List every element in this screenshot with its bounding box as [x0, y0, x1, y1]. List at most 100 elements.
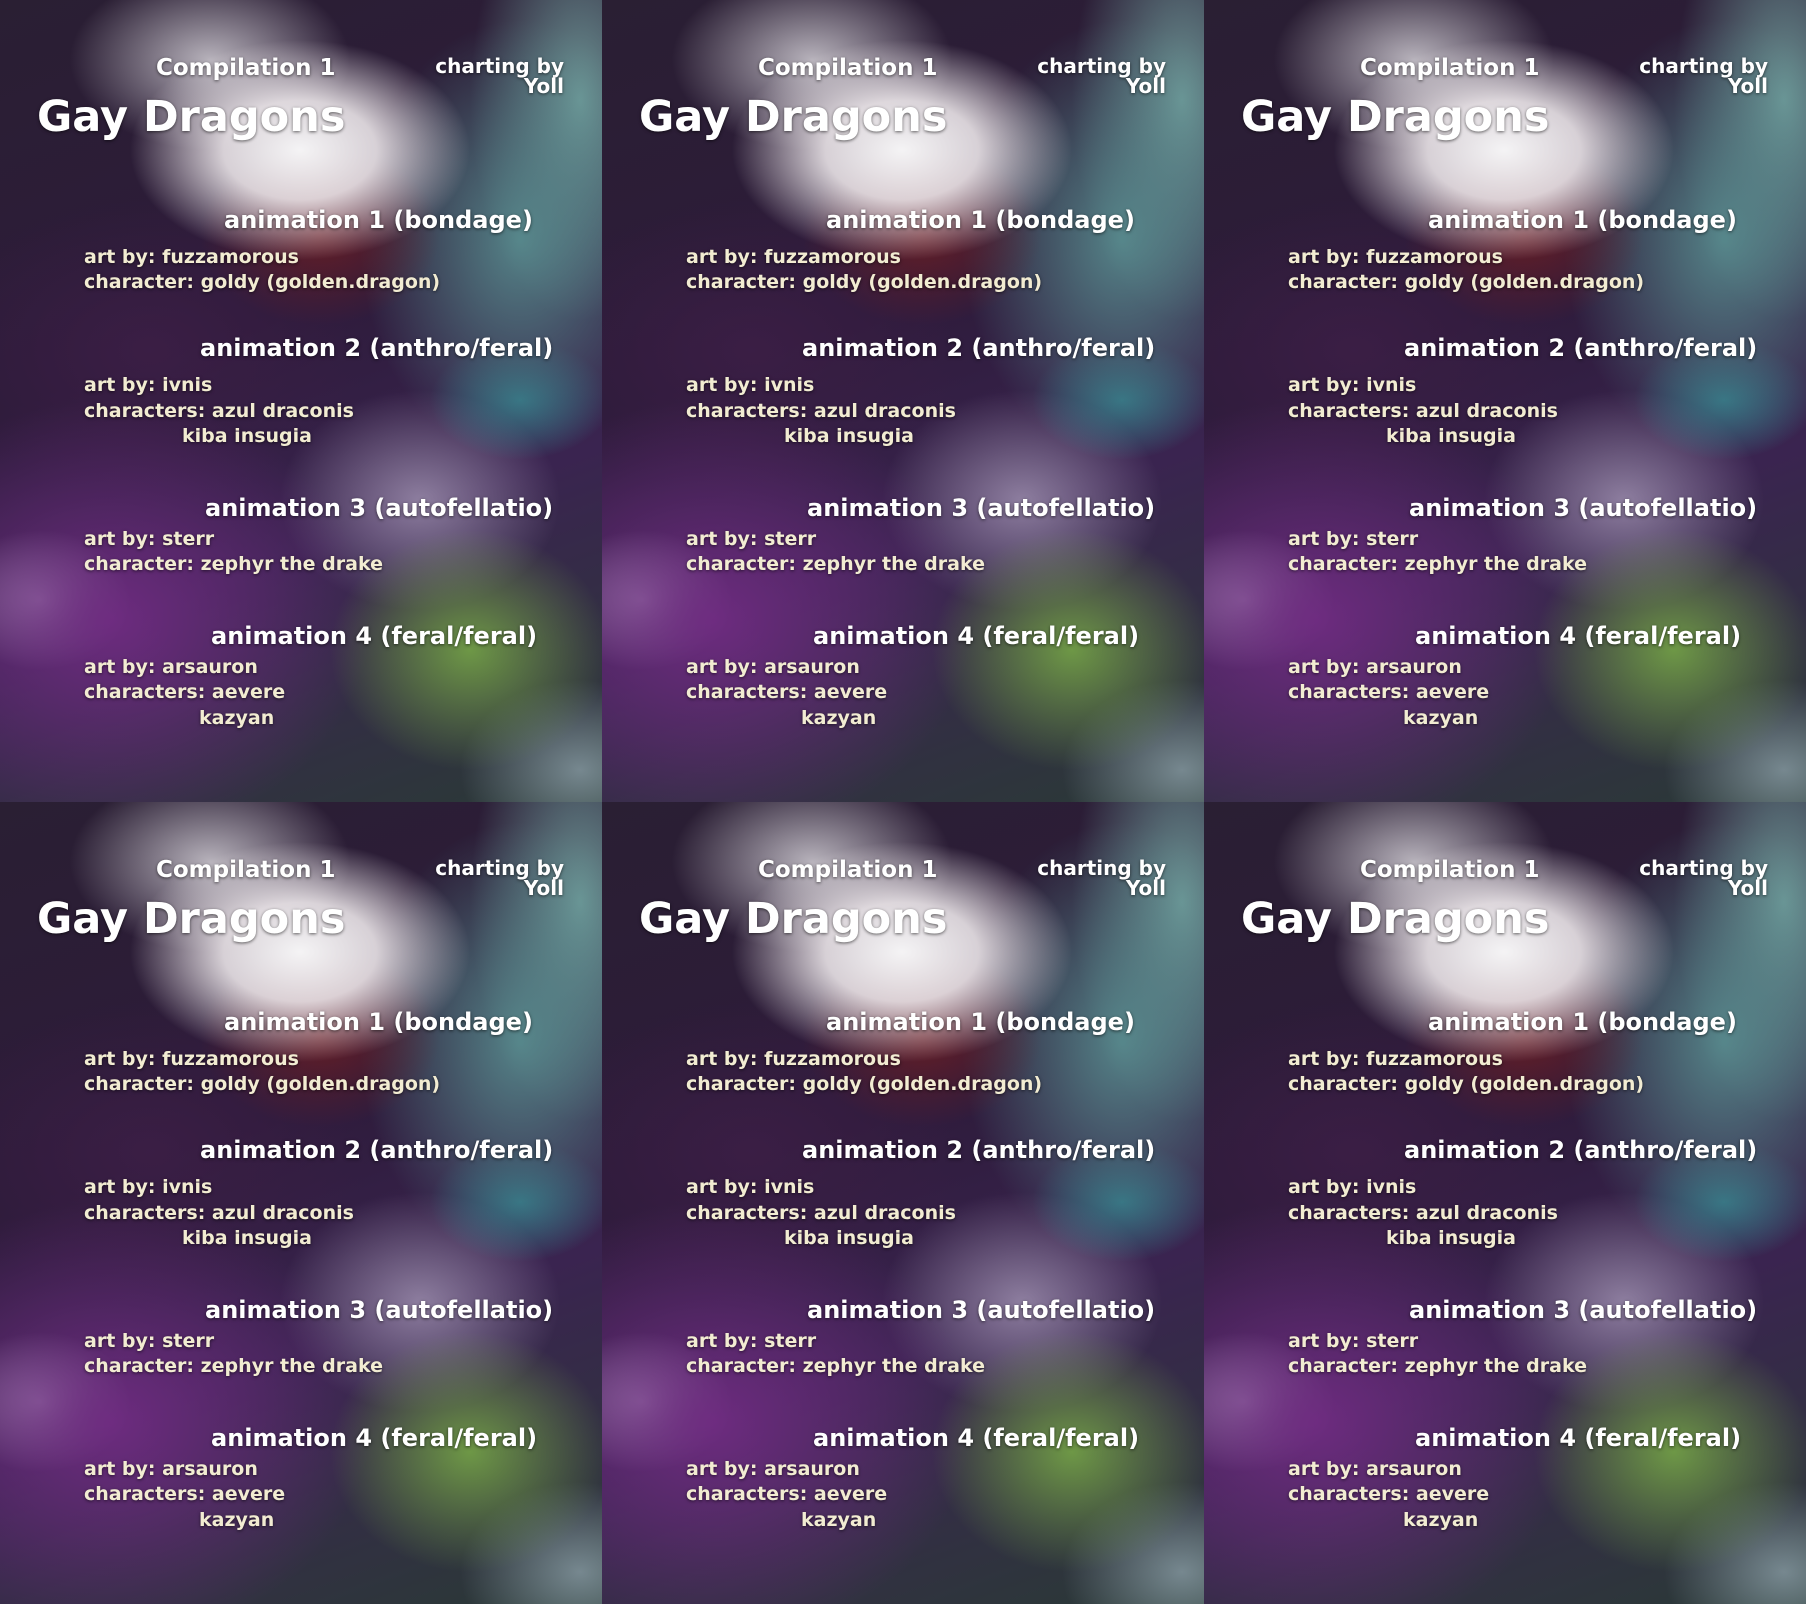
animation-2-art-by: art by: ivnis: [1288, 1176, 1417, 1198]
charter-name: Yoll: [1125, 74, 1166, 98]
animation-3-art-by: art by: sterr: [1288, 1330, 1419, 1352]
animation-4-heading: animation 4 (feral/feral): [1415, 622, 1742, 650]
animation-4-art-by: art by: arsauron: [84, 1458, 258, 1480]
charting-credit: charting by Yoll: [435, 858, 564, 898]
animation-4-art-by: art by: arsauron: [1288, 656, 1462, 678]
animation-1-art-by: art by: fuzzamorous: [84, 246, 299, 268]
animation-3-characters: character: zephyr the drake: [1288, 553, 1587, 575]
animation-1-art-by: art by: fuzzamorous: [84, 1048, 299, 1070]
charter-name: Yoll: [523, 876, 564, 900]
charter-name: Yoll: [1727, 876, 1768, 900]
charting-credit: charting by Yoll: [1639, 858, 1768, 898]
animation-4-heading: animation 4 (feral/feral): [211, 1424, 538, 1452]
animation-4-art-by: art by: arsauron: [1288, 1458, 1462, 1480]
animation-2-heading: animation 2 (anthro/feral): [802, 334, 1156, 362]
charter-name: Yoll: [523, 74, 564, 98]
charting-by-label: charting by: [1037, 856, 1166, 880]
animation-4-heading: animation 4 (feral/feral): [813, 1424, 1140, 1452]
animation-4-art-by: art by: arsauron: [84, 656, 258, 678]
animation-3-characters: character: zephyr the drake: [686, 1355, 985, 1377]
animation-3-art-by: art by: sterr: [686, 528, 817, 550]
animation-4-characters: characters: aevere: [1288, 1483, 1490, 1505]
credit-tile: Compilation 1 Gay Dragons charting by Yo…: [0, 802, 602, 1604]
animation-2-extra-character: kiba insugia: [1386, 1227, 1516, 1249]
animation-2-heading: animation 2 (anthro/feral): [200, 334, 554, 362]
animation-2-heading: animation 2 (anthro/feral): [1404, 1136, 1758, 1164]
animation-4-extra-character: kazyan: [1403, 1509, 1479, 1531]
animation-2-heading: animation 2 (anthro/feral): [1404, 334, 1758, 362]
animation-1-heading: animation 1 (bondage): [224, 1008, 533, 1036]
animation-2-art-by: art by: ivnis: [84, 1176, 213, 1198]
animation-2-characters: characters: azul draconis: [84, 1202, 354, 1224]
animation-1-art-by: art by: fuzzamorous: [1288, 246, 1503, 268]
animation-3-characters: character: zephyr the drake: [1288, 1355, 1587, 1377]
animation-2-art-by: art by: ivnis: [1288, 374, 1417, 396]
animation-2-extra-character: kiba insugia: [182, 425, 312, 447]
animation-4-extra-character: kazyan: [801, 707, 877, 729]
animation-2-heading: animation 2 (anthro/feral): [200, 1136, 554, 1164]
animation-3-heading: animation 3 (autofellatio): [205, 1296, 554, 1324]
charting-credit: charting by Yoll: [1037, 56, 1166, 96]
animation-4-heading: animation 4 (feral/feral): [813, 622, 1140, 650]
animation-1-heading: animation 1 (bondage): [224, 206, 533, 234]
animation-2-art-by: art by: ivnis: [84, 374, 213, 396]
animation-4-extra-character: kazyan: [801, 1509, 877, 1531]
animation-1-heading: animation 1 (bondage): [1428, 1008, 1737, 1036]
animation-1-art-by: art by: fuzzamorous: [686, 1048, 901, 1070]
animation-1-characters: character: goldy (golden.dragon): [686, 1073, 1043, 1095]
animation-1-heading: animation 1 (bondage): [826, 1008, 1135, 1036]
animation-4-characters: characters: aevere: [686, 681, 888, 703]
animation-3-heading: animation 3 (autofellatio): [1409, 494, 1758, 522]
animation-1-characters: character: goldy (golden.dragon): [1288, 1073, 1645, 1095]
animation-3-art-by: art by: sterr: [84, 528, 215, 550]
animation-1-characters: character: goldy (golden.dragon): [1288, 271, 1645, 293]
charting-credit: charting by Yoll: [1037, 858, 1166, 898]
animation-4-characters: characters: aevere: [84, 681, 286, 703]
charting-credit: charting by Yoll: [1639, 56, 1768, 96]
animation-3-characters: character: zephyr the drake: [84, 553, 383, 575]
animation-3-heading: animation 3 (autofellatio): [807, 494, 1156, 522]
credit-tile: Compilation 1 Gay Dragons charting by Yo…: [602, 0, 1204, 802]
credit-tile: Compilation 1 Gay Dragons charting by Yo…: [602, 802, 1204, 1604]
compilation-label: Compilation 1: [156, 857, 336, 883]
credit-tile: Compilation 1 Gay Dragons charting by Yo…: [1204, 0, 1806, 802]
charting-by-label: charting by: [1037, 54, 1166, 78]
page-title: Gay Dragons: [639, 92, 948, 142]
animation-3-heading: animation 3 (autofellatio): [205, 494, 554, 522]
compilation-label: Compilation 1: [758, 55, 938, 81]
page-title: Gay Dragons: [37, 92, 346, 142]
animation-2-characters: characters: azul draconis: [1288, 400, 1558, 422]
animation-3-art-by: art by: sterr: [1288, 528, 1419, 550]
credit-tile: Compilation 1 Gay Dragons charting by Yo…: [0, 0, 602, 802]
animation-2-characters: characters: azul draconis: [686, 1202, 956, 1224]
animation-2-art-by: art by: ivnis: [686, 374, 815, 396]
page-title: Gay Dragons: [37, 894, 346, 944]
animation-2-art-by: art by: ivnis: [686, 1176, 815, 1198]
animation-2-characters: characters: azul draconis: [686, 400, 956, 422]
animation-1-art-by: art by: fuzzamorous: [686, 246, 901, 268]
animation-3-characters: character: zephyr the drake: [84, 1355, 383, 1377]
compilation-label: Compilation 1: [156, 55, 336, 81]
page-title: Gay Dragons: [1241, 894, 1550, 944]
charting-by-label: charting by: [1639, 856, 1768, 880]
charting-by-label: charting by: [435, 856, 564, 880]
credit-tile: Compilation 1 Gay Dragons charting by Yo…: [1204, 802, 1806, 1604]
animation-1-heading: animation 1 (bondage): [826, 206, 1135, 234]
page-title: Gay Dragons: [639, 894, 948, 944]
compilation-label: Compilation 1: [758, 857, 938, 883]
animation-1-characters: character: goldy (golden.dragon): [686, 271, 1043, 293]
charting-credit: charting by Yoll: [435, 56, 564, 96]
animation-2-extra-character: kiba insugia: [182, 1227, 312, 1249]
compilation-label: Compilation 1: [1360, 857, 1540, 883]
animation-4-extra-character: kazyan: [199, 707, 275, 729]
animation-2-extra-character: kiba insugia: [784, 1227, 914, 1249]
animation-4-art-by: art by: arsauron: [686, 656, 860, 678]
compilation-label: Compilation 1: [1360, 55, 1540, 81]
animation-4-characters: characters: aevere: [1288, 681, 1490, 703]
animation-4-characters: characters: aevere: [686, 1483, 888, 1505]
animation-2-heading: animation 2 (anthro/feral): [802, 1136, 1156, 1164]
animation-3-art-by: art by: sterr: [686, 1330, 817, 1352]
animation-1-art-by: art by: fuzzamorous: [1288, 1048, 1503, 1070]
charting-by-label: charting by: [1639, 54, 1768, 78]
